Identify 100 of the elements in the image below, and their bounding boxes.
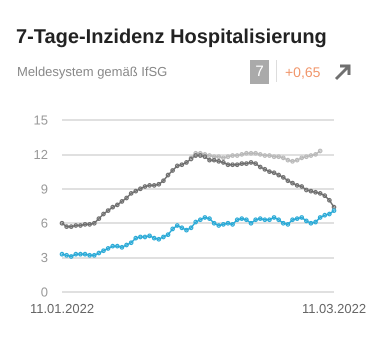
point [234,153,240,158]
point [73,223,78,228]
point [174,164,180,168]
point [133,236,138,240]
point [248,220,254,226]
point [280,155,286,160]
point [156,182,162,187]
point [280,220,286,226]
point [114,202,120,208]
point [286,178,290,184]
point [152,183,157,188]
point [294,158,300,162]
point [304,188,309,192]
point [193,220,198,224]
point [180,162,184,168]
point [161,178,166,184]
point [304,154,309,160]
point [290,217,295,222]
point [142,234,148,240]
point [110,204,116,210]
point [308,220,314,226]
point [230,222,235,227]
point [212,154,216,160]
point [226,162,230,168]
point [166,232,170,238]
point [258,216,263,221]
point [198,217,203,222]
point [138,186,143,192]
point [106,246,110,251]
point [267,169,272,174]
point [170,226,175,232]
point [308,153,314,158]
point [244,217,249,222]
point [267,153,272,158]
point [221,222,226,227]
point [142,184,148,189]
point [152,236,157,240]
y-tick-label: 0 [40,284,48,300]
point [120,199,124,204]
point [234,217,240,222]
point [216,154,222,160]
point [92,252,97,258]
point [313,220,318,224]
point [124,196,129,200]
point [64,224,69,229]
y-tick-label: 12 [34,146,48,162]
point [120,244,124,250]
point [64,252,69,258]
y-tick-label: 15 [34,112,48,128]
point [114,244,120,248]
point [313,152,318,157]
point [193,150,198,156]
point [82,252,88,257]
point [198,150,203,156]
point [262,153,268,158]
point [253,150,258,156]
point [248,160,254,165]
y-tick-label: 6 [40,216,48,231]
point [253,161,258,166]
point [78,223,83,228]
point [166,172,170,178]
point [258,152,263,157]
point [299,155,304,160]
point [276,154,282,160]
point [87,252,92,258]
point [290,158,295,164]
point [327,212,332,216]
point [244,150,249,156]
point [73,252,78,257]
point [82,222,88,227]
point [216,158,222,164]
point [170,168,175,173]
point [184,228,189,232]
point [212,220,216,226]
point [267,217,272,222]
point [276,172,282,178]
point [110,244,116,248]
point [174,223,180,228]
point [262,217,268,222]
point [68,254,74,259]
point [299,215,304,220]
point [128,191,134,196]
point [322,193,328,198]
point [207,216,212,221]
point [290,180,295,186]
point [294,183,300,188]
point [276,217,282,222]
point [272,215,276,220]
text: 7 [250,60,269,84]
chart-title: 7-Tage-Inzidenz Hospitalisierung [16,26,327,49]
point [78,252,83,257]
point [313,190,318,195]
point [133,188,138,194]
point [147,233,152,238]
point [106,208,110,213]
point [244,161,249,166]
point [128,240,134,246]
point [184,160,189,165]
point [221,160,226,165]
point [202,154,208,160]
